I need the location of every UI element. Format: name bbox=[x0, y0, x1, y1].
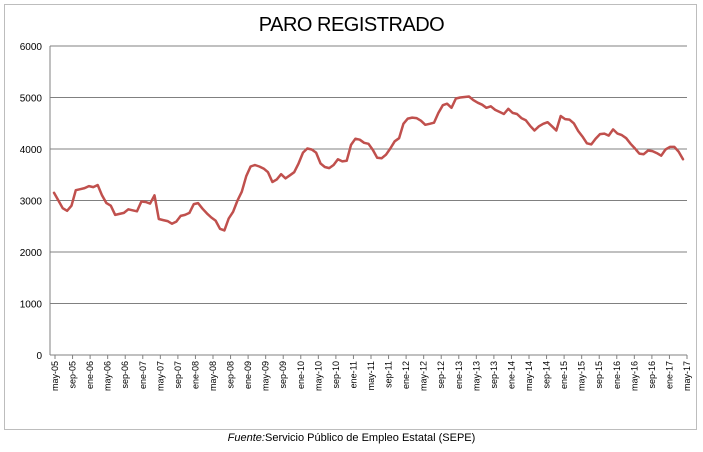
x-tick-label: may-11 bbox=[366, 361, 376, 390]
x-tick-label: may-07 bbox=[155, 361, 165, 391]
x-tick-label: may-15 bbox=[577, 361, 587, 391]
y-tick-label: 3000 bbox=[20, 197, 43, 208]
x-tick-label: ene-08 bbox=[190, 361, 200, 389]
x-tick-label: sep-06 bbox=[120, 361, 130, 389]
source-label: Fuente: bbox=[227, 432, 265, 444]
x-tick-label: sep-10 bbox=[331, 361, 341, 389]
x-tick-label: sep-16 bbox=[647, 361, 657, 389]
x-tick-label: ene-06 bbox=[85, 361, 95, 389]
y-tick-label: 1000 bbox=[20, 300, 43, 311]
x-tick-label: may-08 bbox=[208, 361, 218, 391]
x-tick-label: ene-16 bbox=[612, 361, 622, 389]
source-note: Fuente:Servicio Público de Empleo Estata… bbox=[0, 432, 703, 444]
x-tick-label: may-14 bbox=[524, 361, 534, 391]
y-tick-label: 5000 bbox=[20, 94, 43, 105]
x-tick-label: sep-11 bbox=[384, 361, 394, 388]
series-line bbox=[52, 95, 685, 232]
y-axis-labels: 0 1000 2000 3000 4000 5000 6000 bbox=[20, 42, 43, 362]
x-tick-label: sep-14 bbox=[542, 361, 552, 389]
x-tick-label: ene-11 bbox=[348, 361, 358, 388]
x-tick-label: may-13 bbox=[471, 361, 481, 391]
x-tick-label: ene-17 bbox=[664, 361, 674, 389]
x-tick-label: may-09 bbox=[261, 361, 271, 391]
x-tick-label: sep-12 bbox=[436, 361, 446, 389]
x-tick-label: may-12 bbox=[419, 361, 429, 391]
x-tick-label: ene-15 bbox=[559, 361, 569, 389]
x-tick-label: sep-09 bbox=[278, 361, 288, 389]
source-text: Servicio Público de Empleo Estatal (SEPE… bbox=[264, 432, 476, 444]
y-tick-label: 6000 bbox=[20, 42, 43, 53]
x-tick-label: ene-10 bbox=[296, 361, 306, 389]
x-tick-label: ene-09 bbox=[243, 361, 253, 389]
x-tick-label: may-10 bbox=[313, 361, 323, 391]
x-tick-label: sep-08 bbox=[226, 361, 236, 389]
x-tick-label: sep-05 bbox=[68, 361, 78, 389]
x-tick-label: may-05 bbox=[50, 361, 60, 391]
x-tick-label: sep-13 bbox=[489, 361, 499, 389]
x-tick-label: sep-15 bbox=[594, 361, 604, 389]
x-axis-labels: may-05 sep-05 ene-06 may-06 sep-06 ene-07 may-… bbox=[50, 361, 692, 391]
x-tick-label: may-16 bbox=[629, 361, 639, 391]
x-tick-label: may-06 bbox=[103, 361, 113, 391]
x-tick-label: ene-07 bbox=[138, 361, 148, 389]
y-tick-label: 2000 bbox=[20, 248, 43, 259]
line-chart: 0 1000 2000 3000 4000 5000 6000 may-05 sep-05 en… bbox=[20, 42, 692, 391]
x-tick-label: sep-07 bbox=[173, 361, 183, 389]
gridlines bbox=[50, 45, 687, 304]
x-axis bbox=[49, 46, 688, 359]
series-group bbox=[52, 95, 685, 232]
y-tick-label: 0 bbox=[36, 351, 42, 362]
x-tick-label: ene-13 bbox=[454, 361, 464, 389]
chart-title: PARO REGISTRADO bbox=[258, 14, 445, 36]
x-tick-label: ene-14 bbox=[506, 361, 516, 389]
x-tick-label: ene-12 bbox=[401, 361, 411, 389]
y-tick-label: 4000 bbox=[20, 145, 43, 156]
x-tick-label: may-17 bbox=[682, 361, 692, 391]
